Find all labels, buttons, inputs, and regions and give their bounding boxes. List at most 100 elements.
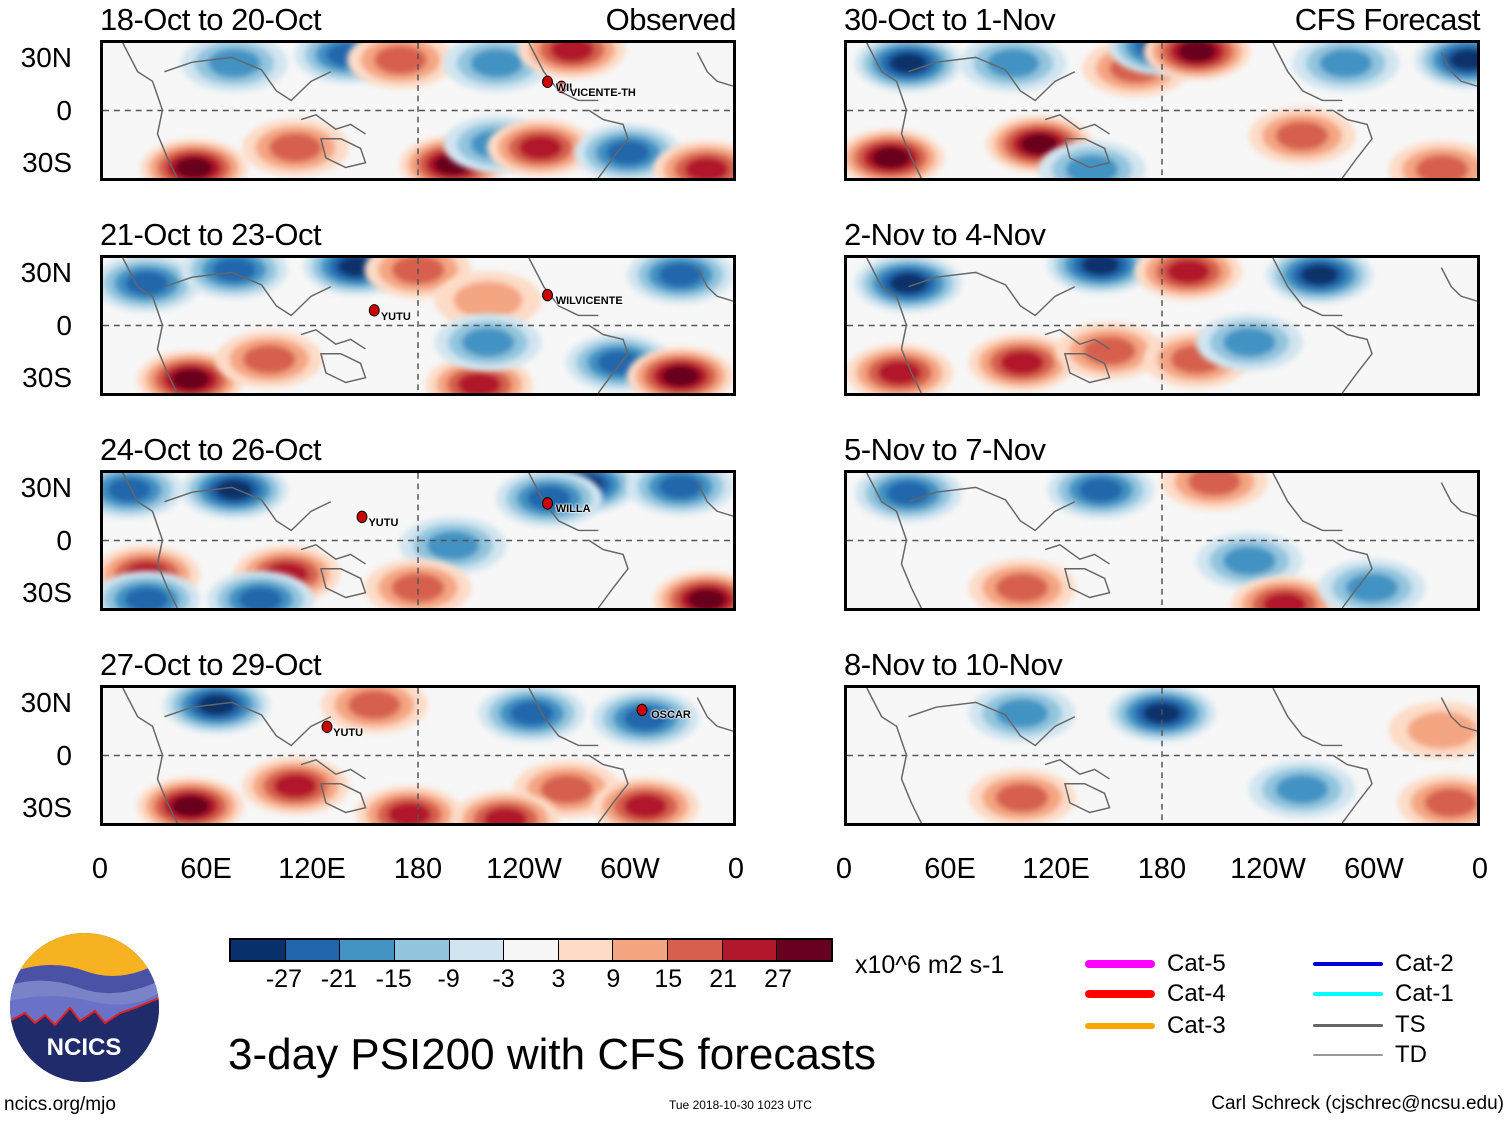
storm-label: YUTU — [333, 726, 364, 739]
coastline — [908, 486, 1076, 532]
storm-marker — [556, 80, 567, 94]
anomaly-map — [844, 255, 1480, 396]
storm-marker — [542, 288, 553, 302]
anomaly-blob — [1047, 258, 1155, 294]
contour-level — [518, 135, 563, 160]
coastline — [587, 539, 629, 608]
contour-level — [426, 531, 480, 561]
coastline — [528, 258, 599, 317]
panel-title: 27-Oct to 29-Oct — [100, 647, 322, 682]
coastline — [1063, 783, 1111, 814]
anomaly-blob — [854, 43, 962, 92]
contour-level — [1166, 259, 1211, 284]
storm-label: VICENTE-TH — [569, 86, 636, 99]
contour-level — [661, 365, 700, 387]
coastline — [164, 701, 332, 747]
anomaly-field — [103, 473, 733, 608]
longitude-tick-label: 60E — [924, 853, 976, 885]
coastline — [866, 258, 922, 393]
colorbar-tick-label: -3 — [492, 965, 515, 993]
anomaly-blob — [452, 790, 559, 823]
coastline — [1272, 473, 1343, 532]
coastline — [122, 688, 178, 823]
contour-level — [461, 327, 515, 357]
coastline — [300, 759, 366, 780]
contour-level — [1078, 477, 1123, 503]
latitude-tick-label: 30N — [20, 256, 72, 288]
coastline — [587, 324, 629, 393]
colorbar-tick-label: -27 — [265, 965, 302, 993]
contour-level — [550, 43, 594, 62]
anomaly-field — [847, 473, 1477, 608]
contour-level — [453, 281, 523, 319]
anomaly-blob — [487, 118, 594, 177]
anomaly-blob — [1196, 313, 1303, 372]
latitude-tick-label: 30S — [22, 147, 72, 179]
colorbar-swatch — [558, 940, 614, 960]
ncics-logo: NCICS — [10, 933, 159, 1082]
contour-level — [1223, 546, 1276, 576]
anomaly-blob — [207, 570, 314, 608]
contour-level — [889, 52, 928, 74]
anomaly-blob — [968, 333, 1076, 392]
coastline — [1331, 324, 1373, 393]
coastline — [696, 52, 733, 87]
panel-title: 18-Oct to 20-Oct — [100, 2, 322, 37]
legend-swatch — [1313, 1054, 1383, 1056]
colorbar — [229, 938, 833, 962]
legend-label: Cat-2 — [1395, 950, 1454, 977]
anomaly-field — [103, 43, 733, 178]
coastline — [1063, 568, 1111, 599]
anomaly-blob — [1056, 322, 1163, 380]
ncics-logo-graphic: NCICS — [10, 933, 159, 1082]
contour-level — [871, 147, 910, 169]
coastline — [1044, 329, 1110, 350]
panel-title: 8-Nov to 10-Nov — [844, 647, 1063, 682]
map-panel: 5-Nov to 7-Nov — [844, 432, 1504, 612]
anomaly-blob — [478, 688, 586, 743]
latitude-tick-label: 30S — [22, 362, 72, 394]
storm-marker — [542, 75, 553, 89]
legend-swatch — [1313, 962, 1383, 966]
anomaly-blob — [1414, 43, 1477, 89]
colorbar-swatch — [722, 940, 778, 960]
anomaly-blob — [242, 118, 349, 177]
contour-level — [470, 48, 524, 78]
colorbar-swatch — [613, 940, 669, 960]
contour-level — [171, 368, 210, 391]
colorbar-tick-label: 9 — [606, 965, 621, 993]
timestamp: Tue 2018-10-30 1023 UTC — [669, 1098, 812, 1112]
contour-level — [269, 133, 322, 163]
website-link[interactable]: ncics.org/mjo — [4, 1094, 116, 1115]
panel-title: 2-Nov to 4-Nov — [844, 217, 1046, 252]
latitude-tick-label: 30N — [20, 686, 72, 718]
legend-swatch — [1085, 960, 1155, 968]
contour-level — [1449, 49, 1477, 71]
contour-level — [1424, 788, 1477, 818]
anomaly-blob — [137, 350, 244, 393]
anomaly-blob — [137, 777, 244, 823]
anomaly-blob — [1266, 258, 1373, 304]
anomaly-map — [844, 40, 1480, 181]
coastline — [300, 114, 366, 135]
contour-level — [175, 157, 213, 178]
contour-level — [1262, 592, 1307, 608]
anomaly-map: YUTU WILVICENTE — [100, 255, 736, 396]
anomaly-map — [844, 470, 1480, 611]
coastline — [866, 688, 922, 823]
longitude-tick-label: 0 — [91, 853, 109, 885]
coastline — [1044, 544, 1110, 565]
contour-level — [606, 140, 650, 165]
contour-level — [889, 272, 928, 294]
contour-level — [242, 344, 296, 374]
anomaly-blob — [592, 777, 699, 823]
panel-title: 30-Oct to 1-Nov — [844, 2, 1056, 37]
contour-level — [1407, 711, 1477, 749]
map-panel: 18-Oct to 20-Oct Observed WIL VICENTE-TH — [100, 2, 760, 182]
colorbar-tick-label: -15 — [375, 965, 412, 993]
anomaly-field — [103, 688, 733, 823]
anomaly-blob — [1161, 473, 1268, 511]
anomaly-blob — [355, 785, 463, 823]
anomaly-blob — [847, 344, 953, 393]
coastline — [319, 138, 367, 169]
